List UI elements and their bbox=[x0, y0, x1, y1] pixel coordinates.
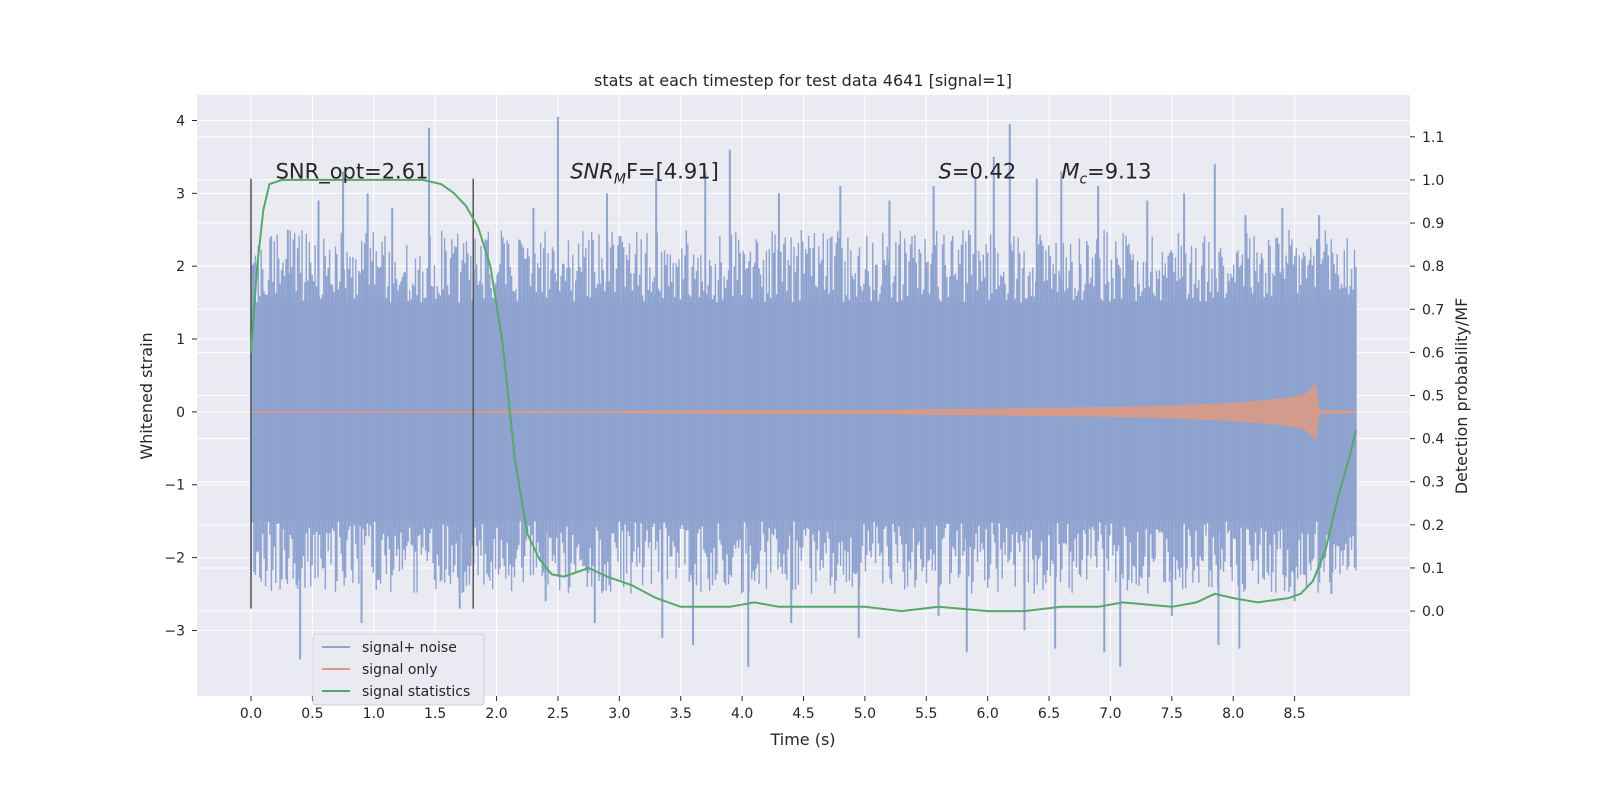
y-right-tick-label: 0.9 bbox=[1422, 216, 1444, 232]
y-left-tick-label: −3 bbox=[164, 623, 185, 639]
x-tick-label: 3.5 bbox=[670, 706, 692, 722]
statistics-line bbox=[250, 178, 1357, 613]
y-right-tick-label: 0.2 bbox=[1422, 518, 1444, 534]
x-tick-label: 8.0 bbox=[1222, 706, 1244, 722]
annotation: S=0.42 bbox=[939, 159, 1017, 183]
x-tick-label: 8.5 bbox=[1283, 706, 1305, 722]
x-tick-label: 6.0 bbox=[977, 706, 999, 722]
y-axis-right-ticks: 0.0 0.1 0.2 0.3 0.4 0.5 0.6 0.7 0.8 0.9 1.0 1.1 bbox=[1410, 130, 1444, 620]
y-right-tick-label: 0.5 bbox=[1422, 389, 1444, 405]
x-tick-label: 4.0 bbox=[731, 706, 753, 722]
chart-title: stats at each timestep for test data 464… bbox=[594, 71, 1012, 90]
x-tick-label: 2.0 bbox=[485, 706, 507, 722]
x-tick-label: 0.0 bbox=[240, 706, 262, 722]
annotation: SNR_opt=2.61 bbox=[276, 159, 429, 184]
y-right-tick-label: 1.0 bbox=[1422, 173, 1444, 189]
y-axis-right-label: Detection probability/MF bbox=[1452, 298, 1471, 495]
y-right-tick-label: 0.1 bbox=[1422, 561, 1444, 577]
y-left-tick-label: 2 bbox=[176, 259, 185, 275]
y-right-tick-label: 0.7 bbox=[1422, 302, 1444, 318]
x-tick-label: 1.0 bbox=[363, 706, 385, 722]
legend-label-signal-statistics: signal statistics bbox=[362, 684, 470, 700]
y-left-tick-label: 0 bbox=[176, 405, 185, 421]
x-axis-label: Time (s) bbox=[769, 730, 835, 749]
series-signal-statistics bbox=[250, 178, 1357, 613]
x-tick-label: 2.5 bbox=[547, 706, 569, 722]
series-signal-only bbox=[251, 383, 1357, 441]
y-left-tick-label: 3 bbox=[176, 186, 185, 202]
annotations: SNR_opt=2.61 SNRMF=[4.91] S=0.42 Mc=9.13 bbox=[276, 159, 1152, 187]
y-axis-left-label: Whitened strain bbox=[137, 332, 156, 459]
x-axis-ticks: 0.0 0.5 1.0 1.5 2.0 2.5 3.0 3.5 4.0 4.5 5.0 5.5 6.0 6… bbox=[240, 696, 1306, 722]
x-tick-label: 4.5 bbox=[792, 706, 814, 722]
vertical-markers bbox=[250, 178, 474, 609]
y-axis-left-ticks: −3 −2 −1 0 1 2 3 4 bbox=[164, 113, 197, 639]
y-right-tick-label: 1.1 bbox=[1422, 130, 1444, 146]
annotation: SNRMF=[4.91] bbox=[570, 159, 719, 187]
x-tick-label: 7.5 bbox=[1161, 706, 1183, 722]
x-tick-label: 6.5 bbox=[1038, 706, 1060, 722]
y-right-tick-label: 0.3 bbox=[1422, 475, 1444, 491]
x-tick-label: 7.0 bbox=[1099, 706, 1121, 722]
legend-label-signal-only: signal only bbox=[362, 662, 437, 678]
legend-box bbox=[312, 633, 485, 706]
y-left-tick-label: −1 bbox=[164, 478, 185, 494]
x-tick-label: 1.5 bbox=[424, 706, 446, 722]
x-tick-label: 0.5 bbox=[301, 706, 323, 722]
y-left-tick-label: −2 bbox=[164, 551, 185, 567]
x-tick-label: 5.0 bbox=[854, 706, 876, 722]
y-right-tick-label: 0.8 bbox=[1422, 259, 1444, 275]
x-tick-label: 5.5 bbox=[915, 706, 937, 722]
legend: signal+ noise signal only signal statist… bbox=[312, 633, 485, 706]
annotation: Mc=9.13 bbox=[1061, 159, 1151, 187]
y-right-tick-label: 0.4 bbox=[1422, 432, 1444, 448]
y-right-tick-label: 0.6 bbox=[1422, 345, 1444, 361]
y-left-tick-label: 1 bbox=[176, 332, 185, 348]
legend-label-signal-noise: signal+ noise bbox=[362, 640, 457, 656]
y-right-tick-label: 0.0 bbox=[1422, 604, 1444, 620]
y-left-tick-label: 4 bbox=[176, 113, 185, 129]
x-tick-label: 3.0 bbox=[608, 706, 630, 722]
